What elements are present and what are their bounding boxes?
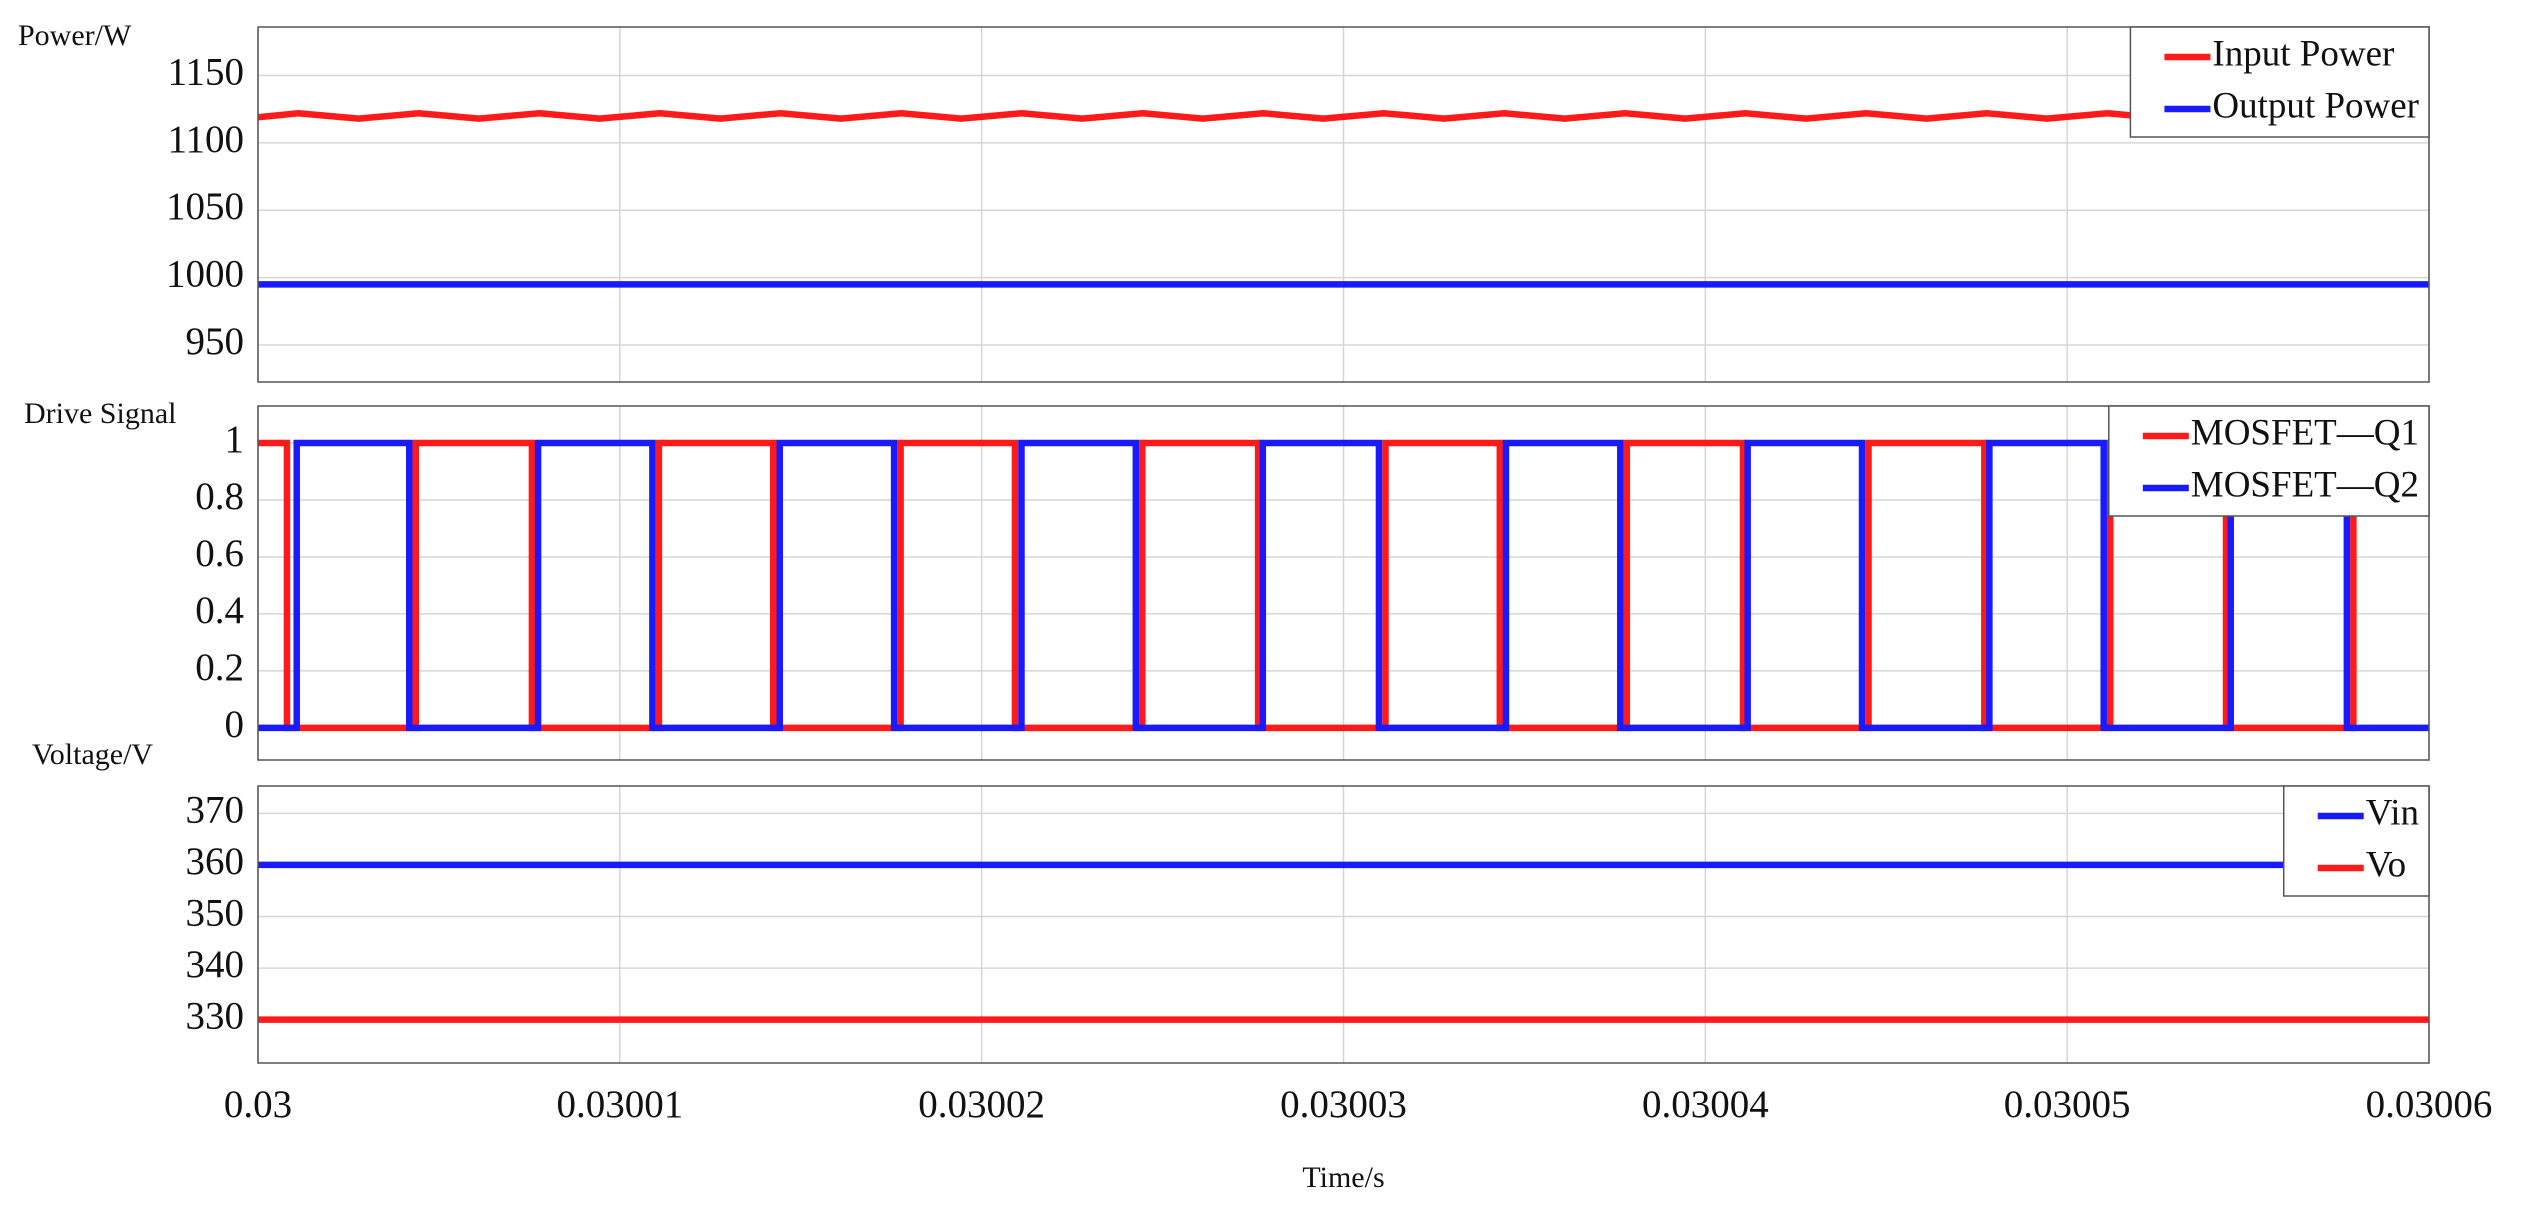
x-axis-label: Time/s [1302,1161,1384,1194]
y-axis-label: Drive Signal [24,397,176,430]
y-axis-label: Voltage/V [32,738,153,771]
y-tick-label: 1000 [166,253,244,296]
y-tick-label: 1 [225,418,245,461]
plot-frame [257,26,2430,383]
legend-label: Input Power [2212,33,2394,74]
y-tick-label: 350 [186,891,245,934]
legend-label: Output Power [2212,85,2419,126]
y-tick-label: 1050 [166,185,244,228]
y-tick-label: 0 [225,703,245,746]
y-tick-label: 1100 [167,118,244,161]
legend-box [2129,26,2430,138]
legend: Vin Vo [2282,785,2430,897]
x-tick-label: 0.03005 [2004,1083,2131,1126]
y-axis-label: Power/W [18,19,132,52]
y-tick-label: 340 [186,943,245,986]
legend: MOSFET—Q1 MOSFET—Q2 [2108,405,2430,517]
series-line [258,439,2429,732]
legend-box [2108,405,2430,517]
x-tick-label: 0.03 [224,1083,292,1126]
x-tick-label: 0.03006 [2366,1083,2493,1126]
legend-box [2282,785,2430,897]
y-tick-label: 370 [186,788,245,831]
x-tick-label: 0.03004 [1642,1083,1769,1126]
legend-label: MOSFET—Q2 [2191,464,2419,505]
legend: Input Power Output Power [2129,26,2430,138]
y-tick-label: 330 [186,995,245,1038]
plot-frame [257,785,2430,1064]
plot-frame [257,405,2430,761]
series-line [258,439,2429,732]
legend-label: Vo [2366,844,2406,885]
y-tick-label: 0.8 [195,475,244,518]
series-line [258,109,2429,122]
y-tick-label: 0.6 [195,532,244,575]
y-tick-label: 950 [186,320,245,363]
x-tick-label: 0.03001 [556,1083,683,1126]
y-tick-label: 360 [186,840,245,883]
legend-label: Vin [2366,792,2419,833]
legend-label: MOSFET—Q1 [2191,412,2419,453]
y-tick-label: 0.2 [195,646,244,689]
y-tick-label: 0.4 [195,589,244,632]
y-tick-label: 1150 [167,50,244,93]
x-tick-label: 0.03003 [1280,1083,1407,1126]
x-tick-label: 0.03002 [918,1083,1045,1126]
